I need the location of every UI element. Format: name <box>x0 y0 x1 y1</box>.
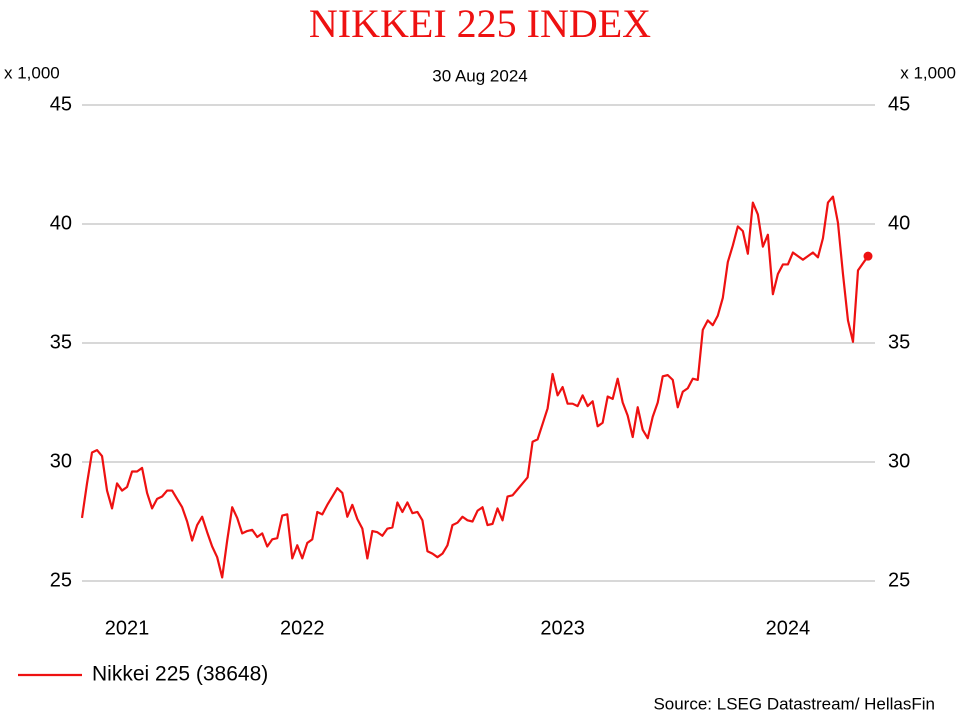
y2-tick-label: 35 <box>888 331 910 353</box>
y-tick-label: 35 <box>50 331 72 353</box>
y2-tick-label: 40 <box>888 212 910 234</box>
y2-tick-label: 25 <box>888 569 910 591</box>
end-marker <box>863 251 873 261</box>
source-note: Source: LSEG Datastream/ HellasFin <box>653 694 935 713</box>
chart-subtitle: 30 Aug 2024 <box>432 66 527 85</box>
y-axis-label: x 1,000 <box>4 63 60 82</box>
legend-label: Nikkei 225 (38648) <box>92 663 268 686</box>
data-line <box>80 195 869 579</box>
y-tick-label: 40 <box>50 212 72 234</box>
x-tick-label: 2022 <box>280 617 325 639</box>
x-tick-label: 2023 <box>540 617 585 639</box>
y-tick-label: 30 <box>50 450 72 472</box>
y2-tick-label: 45 <box>888 93 910 115</box>
y2-axis-label: x 1,000 <box>900 63 956 82</box>
x-tick-label: 2024 <box>766 617 811 639</box>
y-tick-label: 45 <box>50 93 72 115</box>
y-tick-label: 25 <box>50 569 72 591</box>
x-tick-label: 2021 <box>105 617 150 639</box>
y2-tick-label: 30 <box>888 450 910 472</box>
chart-title: NIKKEI 225 INDEX <box>309 1 651 46</box>
